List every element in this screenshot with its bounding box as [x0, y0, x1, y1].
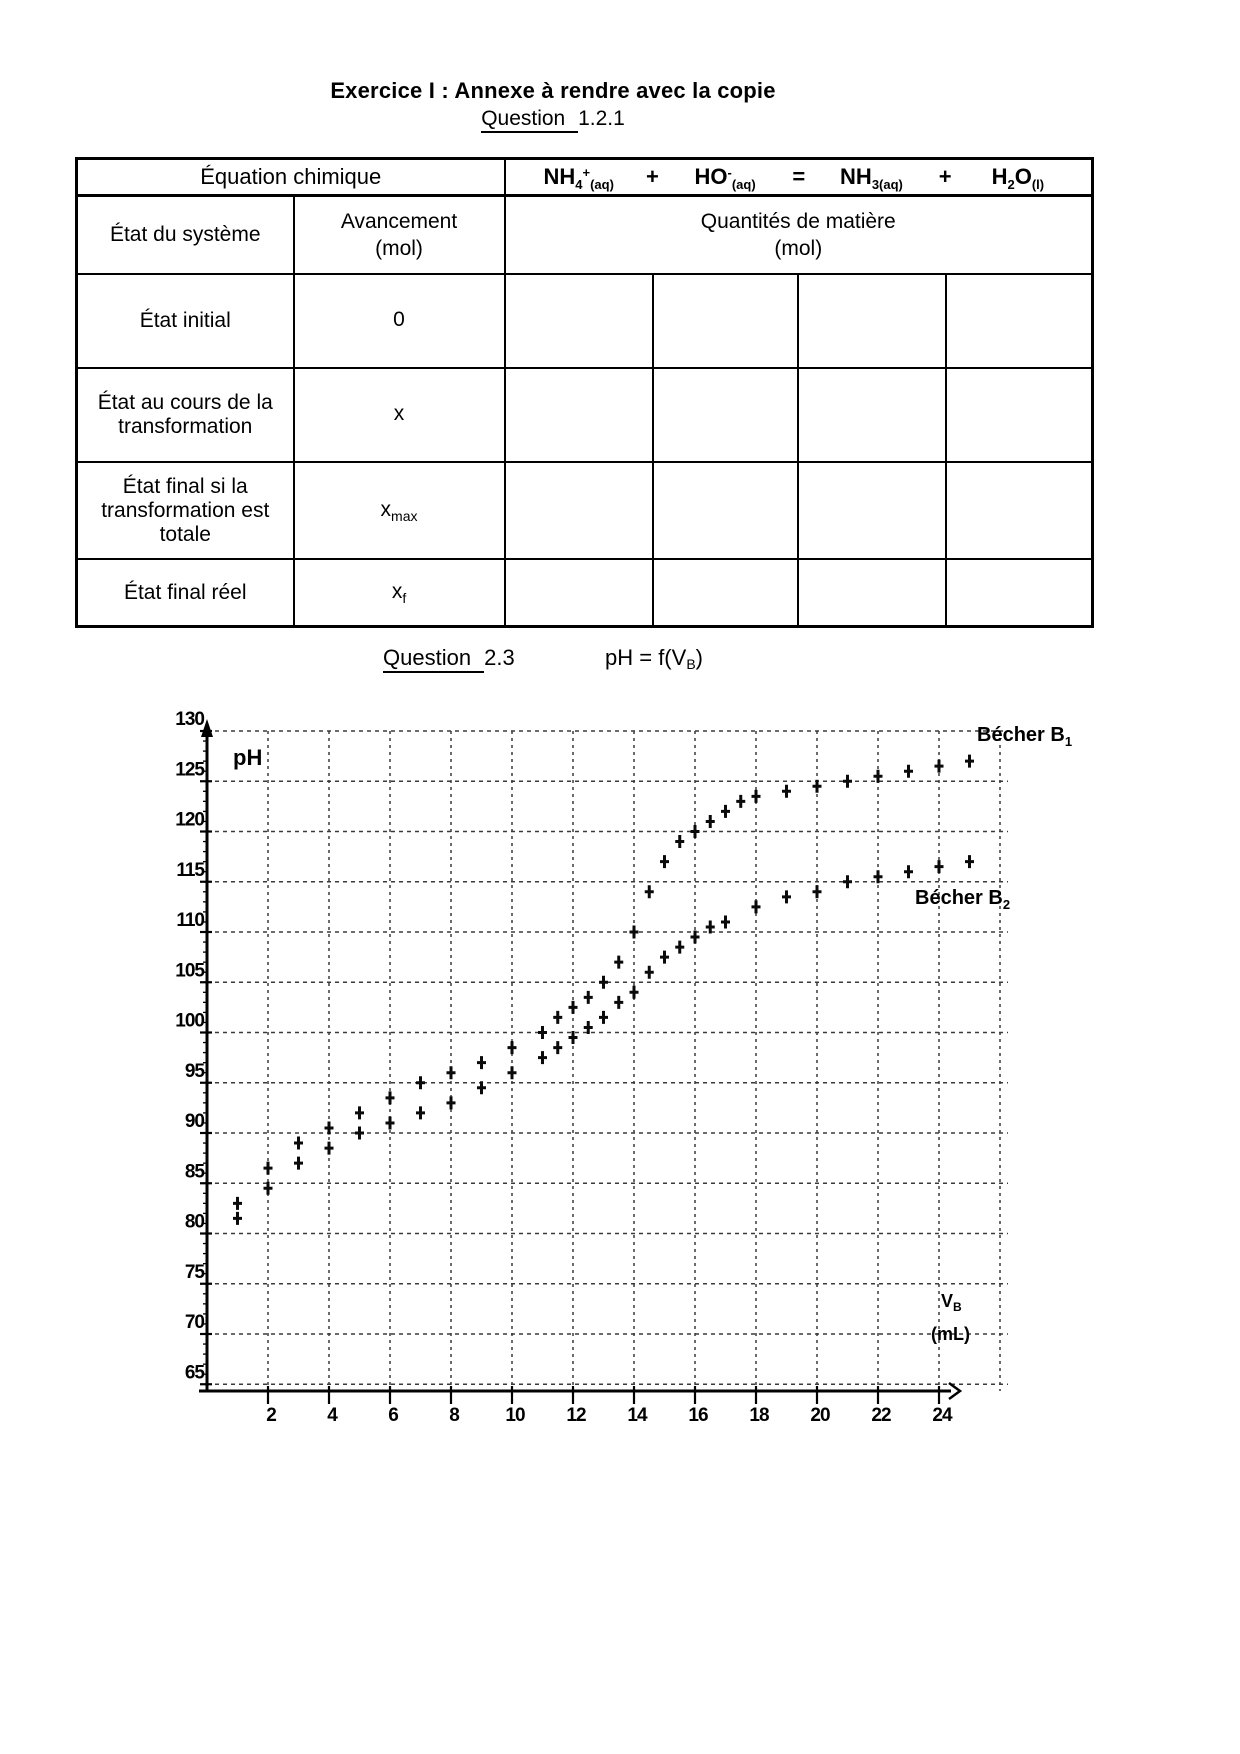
y-tick-label: 115 [176, 860, 205, 881]
row-label: État au cours de la transformation [75, 367, 295, 463]
avancement-value: xf [292, 558, 506, 628]
question1-underlined: Question [481, 107, 579, 133]
x-tick-label: 16 [688, 1405, 708, 1426]
equation-row: Équation chimique NH4+(aq) + HO-(aq) = NH3… [75, 157, 1094, 197]
x-tick-label: 8 [449, 1405, 459, 1426]
quantity-cell [796, 367, 947, 463]
x-tick-label: 18 [749, 1405, 769, 1426]
question-2-3: Question 2.3 [383, 645, 515, 673]
plus-operator: + [646, 164, 659, 189]
row-label: État initial [75, 273, 295, 369]
grid-lines [207, 730, 1008, 1391]
quantity-cell [796, 461, 947, 560]
quantity-cell [944, 558, 1094, 628]
species-nh3: NH3(aq) + [840, 164, 952, 192]
y-tick-label: 105 [175, 960, 205, 981]
x-tick-label: 24 [932, 1405, 953, 1426]
quantity-cell [944, 367, 1094, 463]
quantity-cell [503, 558, 654, 628]
y-tick-label: 130 [175, 709, 204, 730]
x-tick-label: 20 [810, 1405, 830, 1426]
equation-label-cell: Équation chimique [75, 157, 506, 197]
y-tick-label: 70 [185, 1312, 205, 1333]
quantity-cell [651, 461, 799, 560]
row-label: État final si la transformation est tota… [75, 461, 295, 560]
x-axis-label: VB [941, 1291, 962, 1314]
state-header-cell: État du système [75, 194, 295, 275]
avancement-header-cell: Avancement (mol) [292, 194, 506, 275]
equals-operator: = [792, 164, 806, 189]
x-tick-label: 4 [327, 1405, 338, 1426]
ph-function-label: pH = f(VB) [605, 645, 703, 672]
x-tick-label: 10 [505, 1405, 525, 1426]
quantity-cell [503, 273, 654, 369]
y-tick-label: 110 [176, 910, 204, 931]
question2-number: 2.3 [484, 645, 515, 670]
quantites-header-cell: Quantités de matière (mol) [503, 194, 1094, 275]
series-becher-2: Bécher B2 [233, 855, 1010, 1225]
x-tick-label: 6 [388, 1405, 398, 1426]
y-tick-label: 95 [185, 1061, 206, 1082]
x-tick-label: 14 [627, 1405, 648, 1426]
species-nh4: NH4+(aq) + [543, 164, 659, 192]
avancement-value: xmax [292, 461, 506, 560]
series-label-b1: Bécher B1 [977, 724, 1072, 749]
quantity-cell [796, 273, 947, 369]
quantity-cell [651, 558, 799, 628]
quantity-cell [796, 558, 947, 628]
x-tick-label: 22 [871, 1405, 891, 1426]
question1-number: 1.2.1 [578, 107, 625, 130]
quantity-cell [503, 367, 654, 463]
advancement-table: Équation chimique NH4+(aq) + HO-(aq) = NH3… [75, 157, 1095, 628]
avancement-value: 0 [292, 273, 506, 369]
x-tick-label: 12 [566, 1405, 586, 1426]
header-row: État du système Avancement (mol) Quantit… [75, 194, 1094, 275]
series-becher-1: Bécher B1 [233, 724, 1072, 1210]
species-ho: HO-(aq) = [694, 164, 806, 192]
plus-operator: + [938, 164, 952, 189]
table-row-final-real: État final réel xf [75, 558, 1094, 628]
series-label-b2: Bécher B2 [915, 887, 1010, 912]
quantity-cell [651, 367, 799, 463]
table-row-initial: État initial 0 [75, 273, 1094, 369]
table-row-final-total: État final si la transformation est tota… [75, 461, 1094, 560]
x-axis-unit: (mL) [931, 1324, 970, 1344]
avancement-value: x [292, 367, 506, 463]
y-tick-label: 120 [175, 810, 204, 831]
axes [199, 719, 963, 1404]
y-tick-label: 65 [185, 1362, 206, 1383]
y-tick-label: 125 [175, 759, 205, 780]
row-label: État final réel [75, 558, 295, 628]
species-h2o: H2O(l) [991, 164, 1045, 192]
table-row-in-progress: État au cours de la transformation x [75, 367, 1094, 463]
y-tick-label: 80 [185, 1212, 205, 1233]
y-tick-label: 90 [185, 1111, 205, 1132]
y-tick-label: 75 [185, 1262, 206, 1283]
y-axis-label: pH [233, 745, 262, 770]
quantity-cell [944, 273, 1094, 369]
question2-underlined: Question [383, 645, 485, 673]
y-tick-label: 100 [175, 1011, 204, 1032]
equation-cell: NH4+(aq) + HO-(aq) = NH3(aq) + H2O(l) [503, 157, 1094, 197]
quantity-cell [944, 461, 1094, 560]
quantity-cell [503, 461, 654, 560]
quantity-cell [651, 273, 799, 369]
question-1-2-1: Question 1.2.1 [0, 107, 1106, 133]
y-tick-label: 85 [185, 1161, 206, 1182]
chemical-equation: NH4+(aq) + HO-(aq) = NH3(aq) + H2O(l) [506, 164, 1092, 192]
x-tick-label: 2 [266, 1405, 276, 1426]
page-title: Exercice I : Annexe à rendre avec la cop… [330, 78, 776, 103]
